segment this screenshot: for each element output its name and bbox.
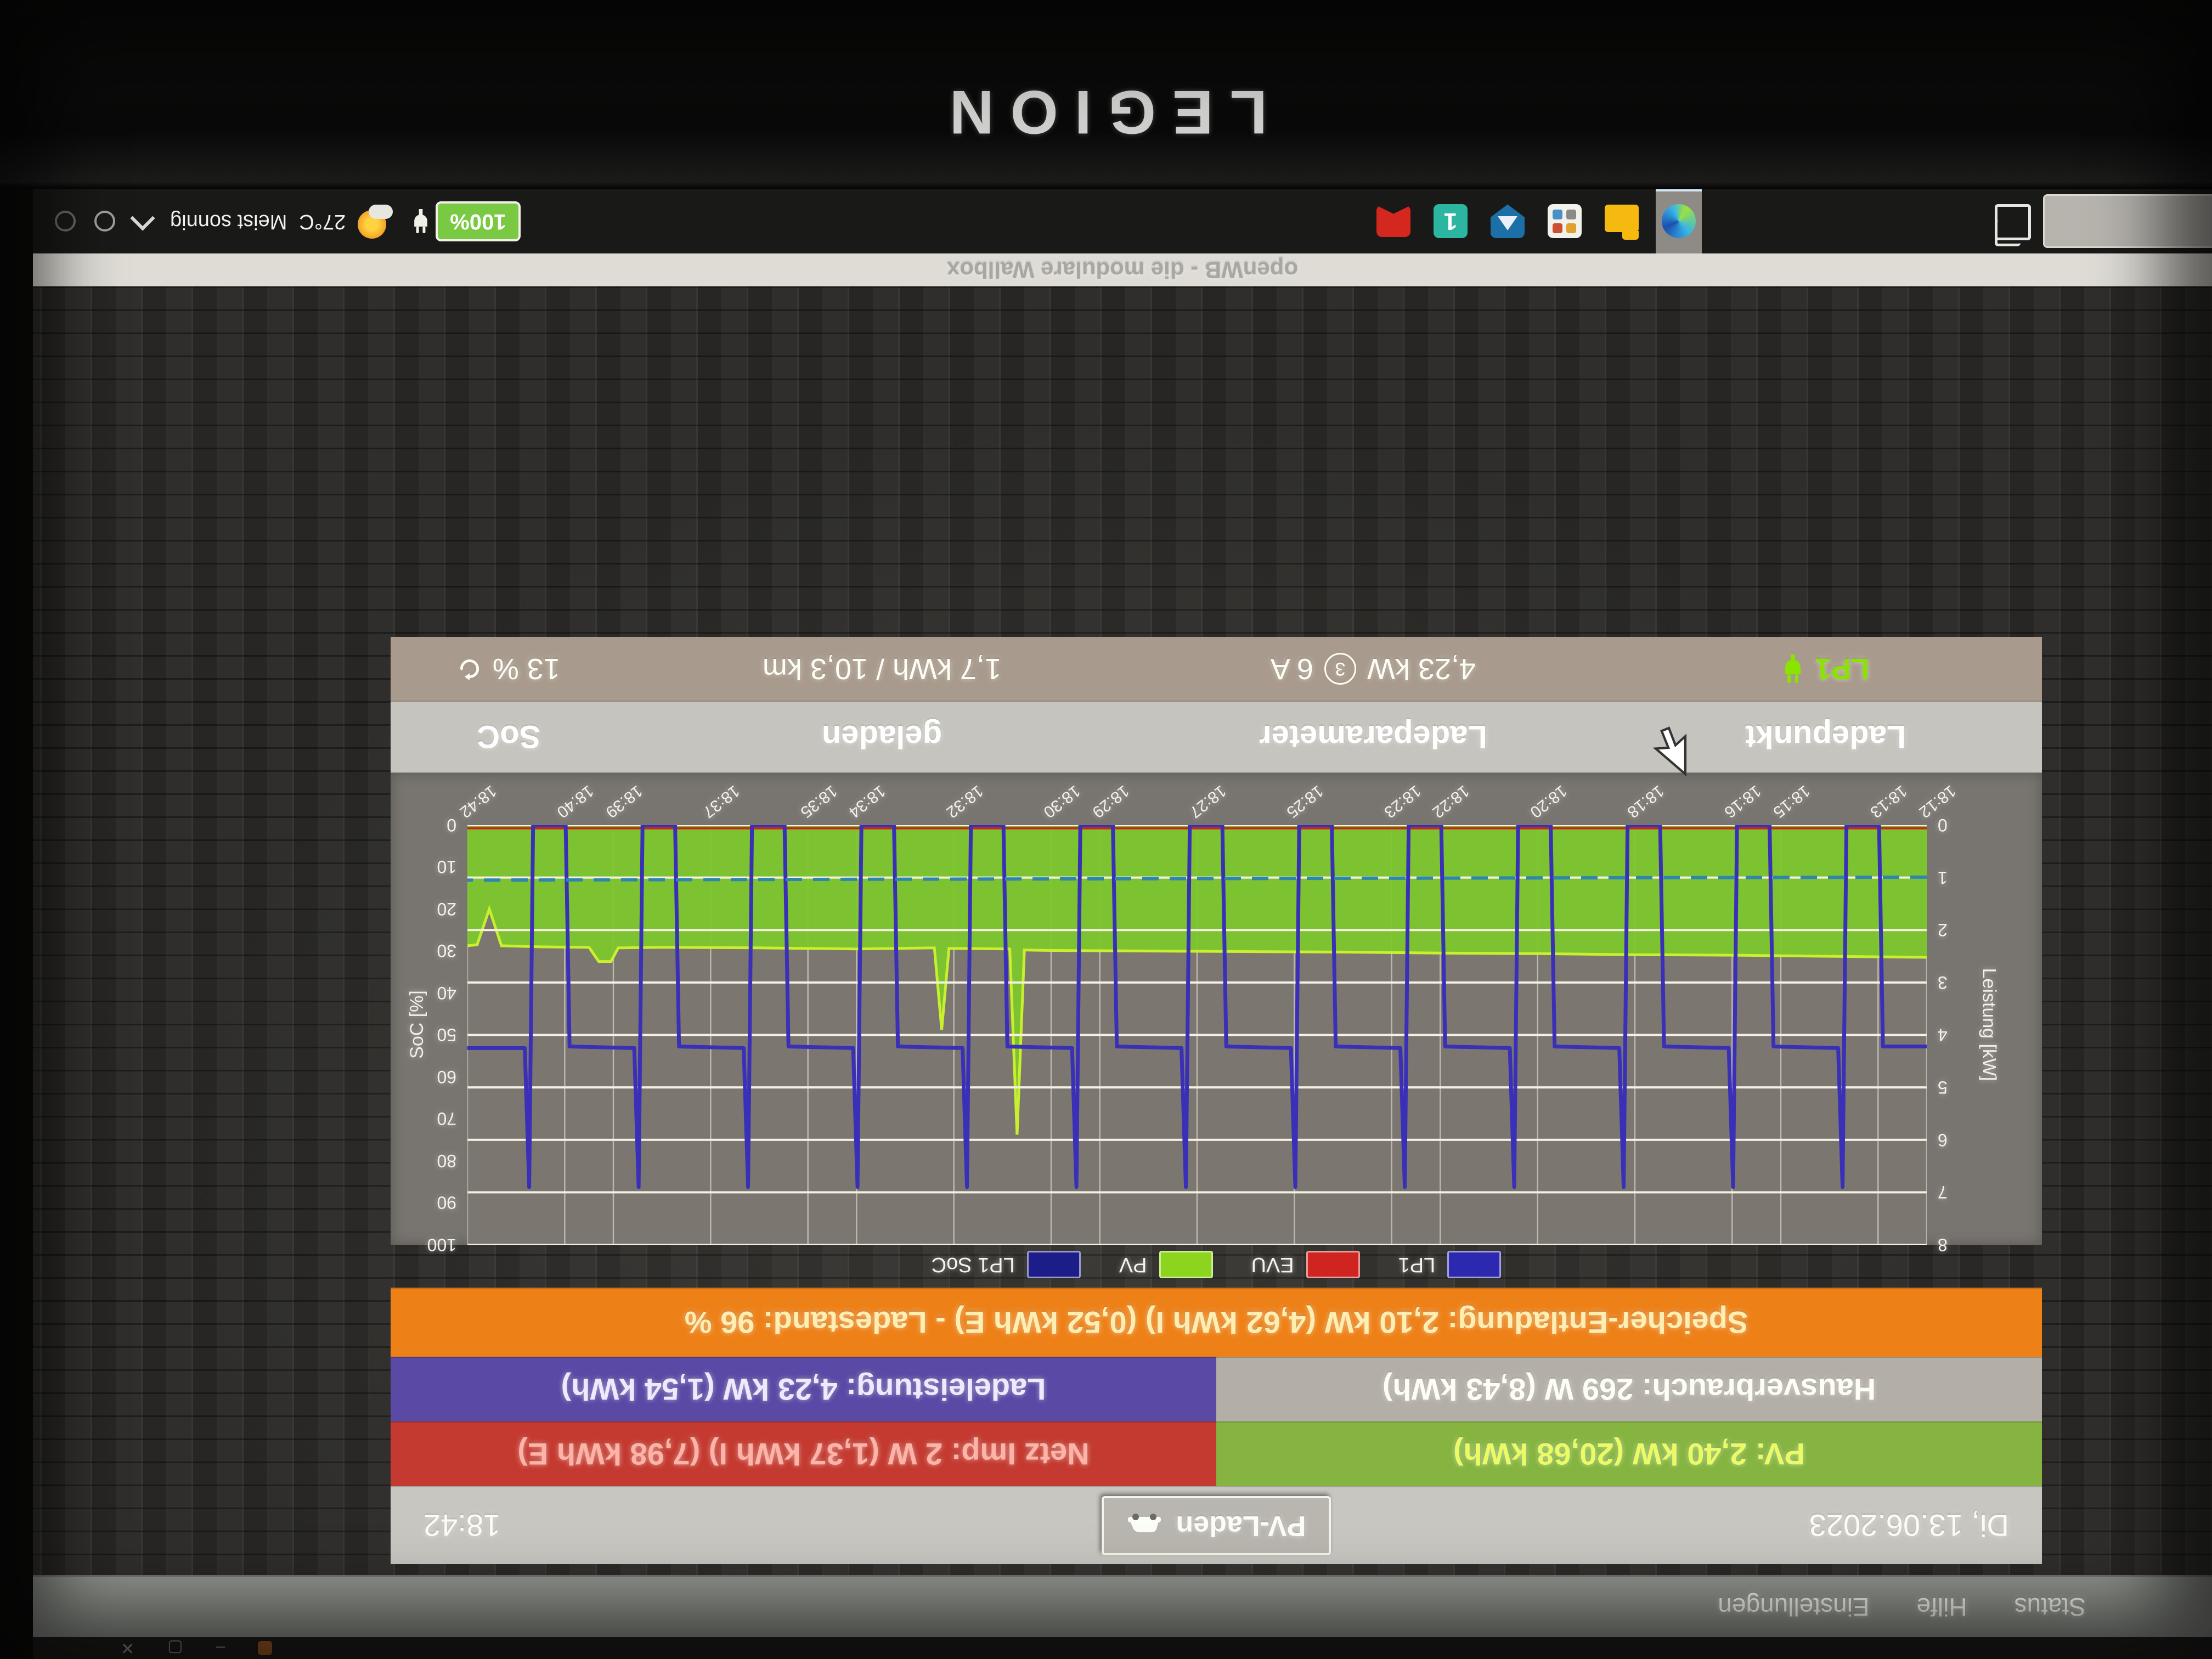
chart-plot <box>467 825 1927 1245</box>
table-row[interactable]: LP1 4,23 kW 3 6 A 1,7 kWh <box>391 637 2042 702</box>
laptop-screen: – ▢ ✕ Status Hilfe Einstellungen Di, 13.… <box>33 189 2212 1659</box>
windows-taskbar: 1 100% 27°C Meist sonnig <box>33 189 2212 253</box>
car-icon <box>1127 1514 1161 1532</box>
taskbar-defender[interactable] <box>1485 189 1531 253</box>
plug-icon <box>1785 654 1801 683</box>
taskbar-mail-app[interactable] <box>1542 189 1588 253</box>
house-consumption-bar: Hausverbrauch: 269 W (8,43 kWh) <box>1216 1357 2042 1421</box>
one-icon: 1 <box>1434 204 1468 239</box>
grid-power-bar: Netz Imp: 2 W (1,37 kWh I) (7,98 kWh E) <box>391 1421 1216 1486</box>
date-time-row: Di, 13.06.2023 PV-Laden 18:42 <box>391 1486 2042 1564</box>
weather-desc: Meist sonnig <box>170 210 287 233</box>
legend-swatch <box>1306 1251 1360 1278</box>
battery-storage-bar: Speicher-Entladung: 2,10 kW (4,62 kWh I)… <box>391 1288 2042 1357</box>
battery-widget[interactable]: 100% <box>411 201 521 241</box>
phases-icon: 3 <box>1324 653 1356 685</box>
chargepoint-table: Ladepunkt Ladeparameter geladen SoC LP1 <box>391 637 2042 773</box>
charge-mode-label: PV-Laden <box>1176 1510 1306 1542</box>
openwb-page: Di, 13.06.2023 PV-Laden 18:42 PV: 2,40 k… <box>33 286 2212 1575</box>
navbar-item[interactable]: Status <box>2014 1593 2086 1621</box>
navbar-item[interactable]: Einstellungen <box>1718 1593 1870 1621</box>
legend-label: LP1 <box>1398 1253 1436 1277</box>
legend-label: LP1 SoC <box>931 1253 1015 1277</box>
weather-widget[interactable]: 27°C Meist sonnig <box>170 204 393 239</box>
maximize-icon[interactable]: ▢ <box>167 1639 183 1657</box>
legend-item: EVU <box>1251 1251 1360 1278</box>
laptop-bezel: LEGION <box>0 0 2212 189</box>
close-icon[interactable]: ✕ <box>121 1639 135 1657</box>
taskbar-apps: 1 <box>1370 189 1702 253</box>
mouse-cursor <box>1652 726 1687 776</box>
table-header-row: Ladepunkt Ladeparameter geladen SoC <box>391 702 2042 773</box>
tray-app-icon[interactable] <box>55 211 76 232</box>
pv-power-bar: PV: 2,40 kW (20,68 kWh) <box>1216 1421 2042 1486</box>
legion-logo: LEGION <box>933 78 1267 146</box>
battery-percent: 100% <box>436 201 521 241</box>
openwb-footer: openWB - die modulare Wallbox <box>33 253 2212 286</box>
mail-icon <box>1548 204 1582 239</box>
refresh-soc-icon[interactable] <box>458 657 482 681</box>
soc-value: 13 % <box>391 637 627 701</box>
bookmark-icon <box>1376 206 1410 238</box>
folder-icon <box>1605 205 1639 233</box>
tray-chevron-icon[interactable] <box>130 206 155 232</box>
header-ladeparameter: Ladeparameter <box>1259 719 1487 755</box>
taskbar-onenote[interactable]: 1 <box>1427 189 1474 253</box>
legend-item: PV <box>1119 1251 1213 1278</box>
chargepoint-name: LP1 <box>1815 652 1870 685</box>
house-charge-row: Hausverbrauch: 269 W (8,43 kWh) Ladeleis… <box>391 1357 2042 1421</box>
header-soc: SoC <box>477 719 541 755</box>
browser-favicon <box>258 1641 273 1655</box>
taskbar-file-explorer[interactable] <box>1599 189 1645 253</box>
shield-icon <box>1491 205 1525 239</box>
power-plug-icon <box>414 209 428 234</box>
legend-item: LP1 <box>1398 1251 1502 1278</box>
taskbar-edge-browser[interactable] <box>1656 189 1702 253</box>
taskbar-red-app[interactable] <box>1370 189 1417 253</box>
weather-temp: 27°C <box>299 210 346 233</box>
sun-cloud-icon <box>358 204 393 239</box>
laptop-bezel-edge <box>0 189 33 1659</box>
search-input[interactable] <box>2043 194 2212 249</box>
browser-titlebar-sliver: – ▢ ✕ <box>33 1637 2212 1659</box>
task-view-icon[interactable] <box>1995 204 2031 240</box>
charge-mode-button[interactable]: PV-Laden <box>1101 1496 1331 1555</box>
legend-swatch <box>1026 1251 1081 1278</box>
charge-power-bar: Ladeleistung: 4,23 kW (1,54 kWh) <box>391 1357 1216 1421</box>
legend-swatch <box>1447 1251 1502 1278</box>
tray-app-icon[interactable] <box>94 211 115 232</box>
current-date: Di, 13.06.2023 <box>1809 1508 2009 1543</box>
chart-legend: LP1 EVU PV <box>391 1245 2042 1284</box>
pv-netz-row: PV: 2,40 kW (20,68 kWh) Netz Imp: 2 W (1… <box>391 1421 2042 1486</box>
charge-parameters: 4,23 kW 3 6 A <box>1270 652 1476 685</box>
openwb-navbar: Status Hilfe Einstellungen <box>33 1575 2212 1637</box>
legend-label: EVU <box>1251 1253 1294 1277</box>
legend-swatch <box>1159 1251 1213 1278</box>
legend-item: LP1 SoC <box>932 1251 1081 1278</box>
header-geladen: geladen <box>821 719 943 755</box>
edge-icon <box>1662 204 1696 239</box>
system-tray: 100% 27°C Meist sonnig <box>55 189 521 253</box>
legend-label: PV <box>1119 1253 1147 1277</box>
navbar-item[interactable]: Hilfe <box>1916 1593 1967 1621</box>
minimize-icon[interactable]: – <box>216 1639 225 1657</box>
current-time: 18:42 <box>424 1508 501 1543</box>
charged-energy: 1,7 kWh / 10,3 km <box>762 652 1002 685</box>
